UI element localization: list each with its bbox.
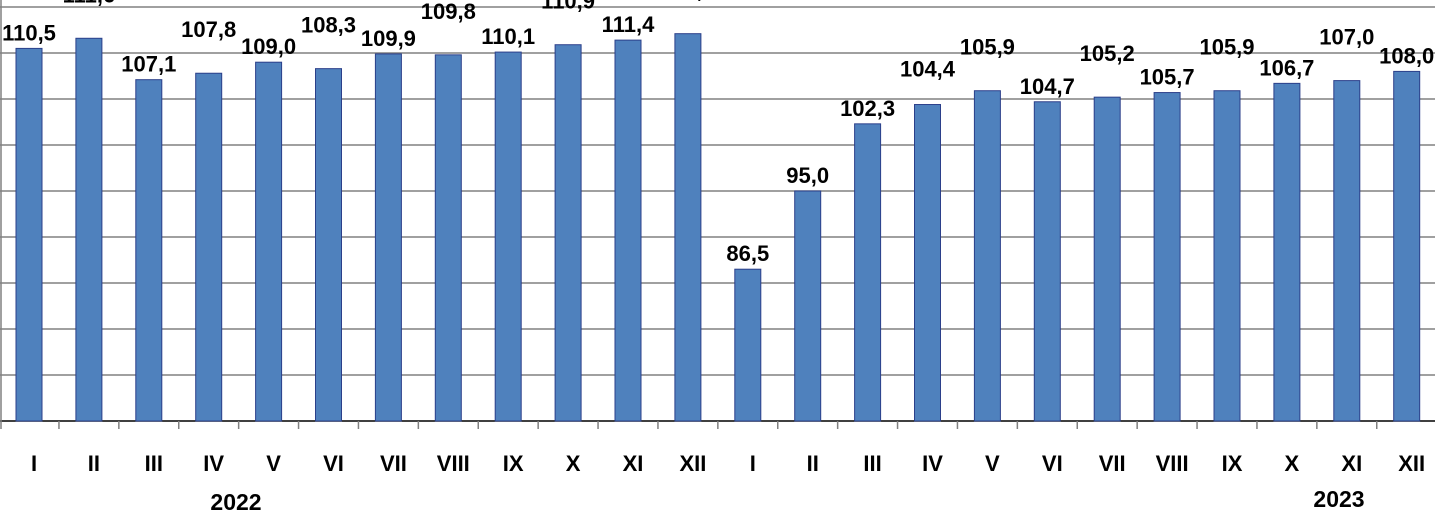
category-label: V <box>985 451 1000 476</box>
category-label: IX <box>503 451 524 476</box>
bar <box>1393 70 1421 422</box>
value-label: 95,0 <box>786 163 829 188</box>
bar <box>255 61 283 422</box>
bar <box>973 90 1001 422</box>
category-label: XII <box>679 451 706 476</box>
year-label-2023: 2023 <box>1313 486 1364 512</box>
category-label: XI <box>1341 451 1362 476</box>
bar <box>15 47 43 422</box>
bar <box>914 104 941 422</box>
value-label: 107,1 <box>121 52 176 77</box>
value-label: 107,0 <box>1319 25 1374 50</box>
category-label: VII <box>1099 451 1126 476</box>
bar <box>614 39 642 422</box>
bar <box>794 190 822 422</box>
bar <box>1093 96 1121 422</box>
category-label: VI <box>323 451 344 476</box>
value-label: 86,5 <box>726 241 769 266</box>
category-label: XI <box>623 451 644 476</box>
bar <box>374 53 402 422</box>
category-label: I <box>750 451 756 476</box>
value-label: 105,9 <box>1199 35 1254 60</box>
bar <box>1213 90 1241 422</box>
category-label: I <box>31 451 37 476</box>
value-label: 109,0 <box>241 34 296 59</box>
value-label: 111,6 <box>63 0 116 7</box>
value-label: 110,1 <box>481 24 535 49</box>
category-label: X <box>1285 451 1300 476</box>
value-label: 104,7 <box>1020 74 1075 99</box>
bar <box>75 37 103 422</box>
value-label: 110,9 <box>541 0 595 14</box>
value-label: 108,0 <box>1379 43 1434 68</box>
value-label: 110,5 <box>2 20 56 45</box>
category-label: XII <box>1398 451 1425 476</box>
bar <box>1333 80 1361 422</box>
value-label: 108,3 <box>301 13 356 38</box>
bar <box>434 54 462 422</box>
category-label: IX <box>1222 451 1243 476</box>
value-label: 105,2 <box>1080 41 1135 66</box>
bar <box>135 79 163 422</box>
value-label: 111,4 <box>602 12 655 37</box>
bar <box>195 72 223 422</box>
category-label: III <box>863 451 881 476</box>
value-label: 104,4 <box>900 57 956 82</box>
value-label: 109,9 <box>361 26 416 51</box>
category-label: V <box>266 451 281 476</box>
category-label: III <box>145 451 163 476</box>
bar <box>554 44 582 422</box>
gridlines <box>0 0 1435 429</box>
value-labels: 110,5 111,6 107,1107,8109,0108,3109,9109,8… <box>2 0 1434 266</box>
bar <box>854 123 882 422</box>
category-label: VII <box>380 451 407 476</box>
category-label: X <box>566 451 581 476</box>
value-label: 112,1 <box>661 0 715 3</box>
category-label: II <box>807 451 819 476</box>
bar <box>494 51 522 422</box>
category-label: IV <box>203 451 224 476</box>
value-label: 107,8 <box>181 17 236 42</box>
value-label: 105,9 <box>960 35 1015 60</box>
bar <box>315 68 342 422</box>
x-axis: I II III IV V VI VII VIII IX X XI XII I II III IV V VI VII… <box>31 421 1425 476</box>
category-label: VIII <box>437 451 470 476</box>
category-label: II <box>88 451 100 476</box>
value-label: 102,3 <box>840 96 895 121</box>
category-label: VI <box>1042 451 1063 476</box>
bar <box>1033 101 1061 422</box>
category-label: VIII <box>1156 451 1189 476</box>
category-label: IV <box>922 451 943 476</box>
bar <box>1153 92 1181 422</box>
bar <box>734 268 762 422</box>
value-label: 105,7 <box>1140 65 1195 90</box>
year-labels: 2022 2023 <box>210 486 1364 513</box>
value-label: 109,8 <box>421 0 476 24</box>
bar <box>674 33 702 422</box>
bars <box>15 33 1421 422</box>
year-label-2022: 2022 <box>210 489 261 513</box>
value-label: 106,7 <box>1259 55 1314 80</box>
bar <box>1273 82 1301 422</box>
